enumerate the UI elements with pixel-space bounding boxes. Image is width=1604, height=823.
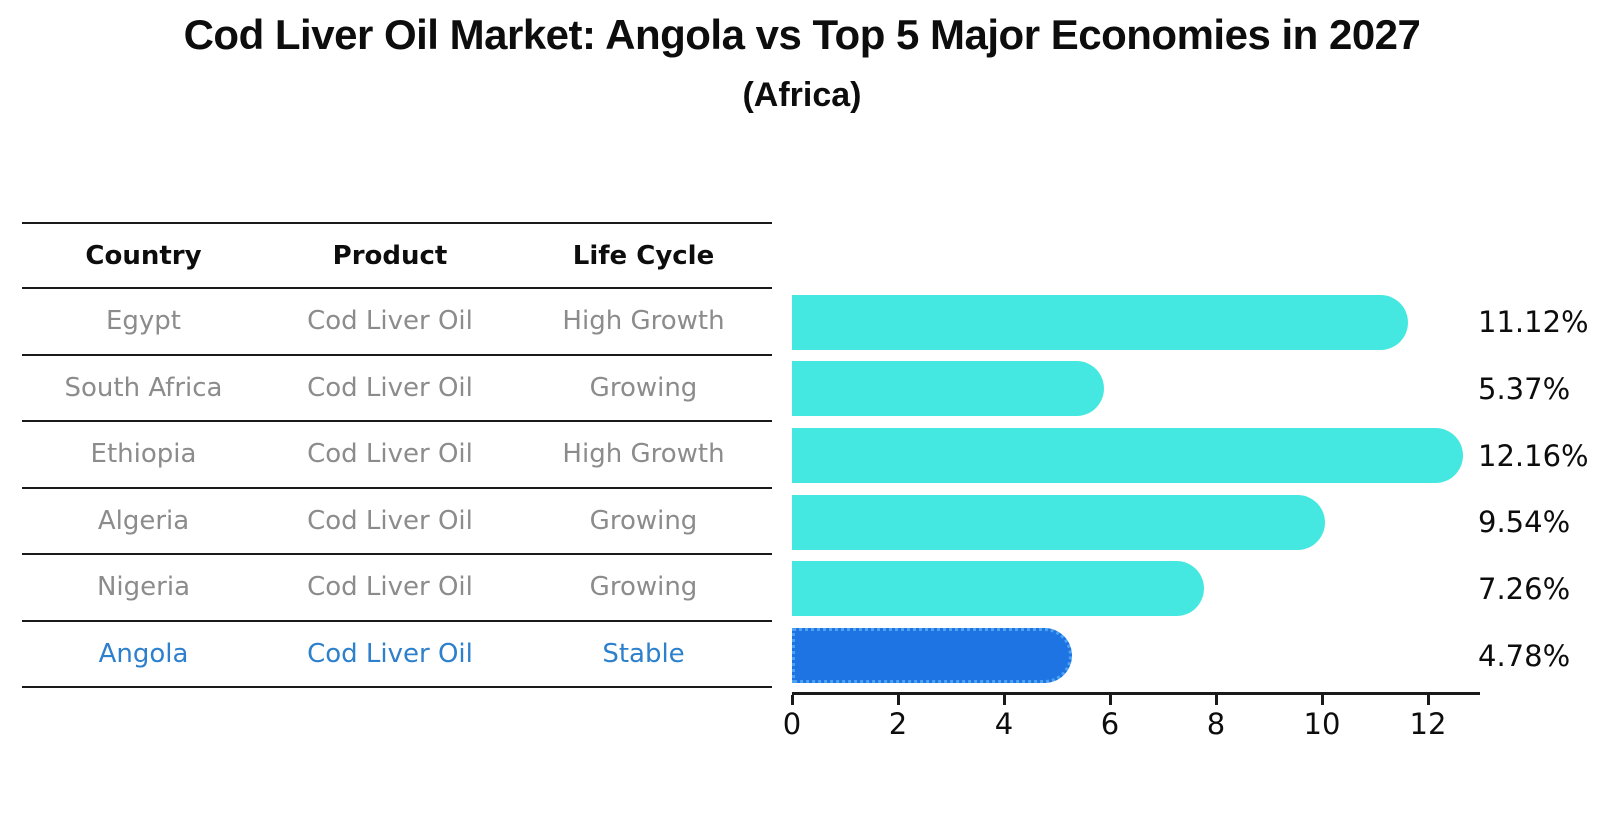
value-label-nigeria: 7.26%	[1478, 571, 1571, 606]
tick-label: 8	[1206, 707, 1226, 741]
bar-algeria	[792, 494, 1325, 550]
tick-label: 0	[782, 707, 802, 741]
bar-row	[792, 622, 1480, 689]
tick-mark	[1108, 695, 1112, 705]
table-row-angola-highlighted: Angola Cod Liver Oil Stable	[22, 622, 772, 688]
life-cycle-cell: High Growth	[562, 439, 725, 470]
bar-ethiopia	[792, 428, 1464, 484]
value-label-column: 11.12% 5.37% 12.16% 9.54% 7.26% 4.78%	[1478, 289, 1602, 689]
bar-row	[792, 356, 1480, 423]
bar-egypt	[792, 294, 1409, 350]
country-cell: Nigeria	[96, 572, 191, 603]
column-header-product: Product	[332, 240, 448, 271]
x-axis-line	[792, 692, 1480, 695]
tick-mark	[1214, 695, 1218, 705]
value-label-angola: 4.78%	[1478, 638, 1571, 673]
table-row: South Africa Cod Liver Oil Growing	[22, 356, 772, 422]
tick-mark	[1426, 695, 1430, 705]
chart-subtitle: (Africa)	[742, 76, 862, 114]
bar-row	[792, 422, 1480, 489]
tick-mark	[790, 695, 794, 705]
value-label-algeria: 9.54%	[1478, 505, 1571, 540]
value-label-egypt: 11.12%	[1478, 305, 1589, 340]
life-cycle-cell: High Growth	[562, 306, 725, 337]
table-row: Algeria Cod Liver Oil Growing	[22, 489, 772, 555]
table-header-row: Country Product Life Cycle	[22, 224, 772, 289]
table-row: Ethiopia Cod Liver Oil High Growth	[22, 422, 772, 489]
product-cell: Cod Liver Oil	[307, 306, 473, 337]
bar-row	[792, 289, 1480, 356]
value-label-south-africa: 5.37%	[1478, 371, 1571, 406]
value-label-ethiopia: 12.16%	[1478, 438, 1589, 473]
life-cycle-cell: Stable	[602, 638, 685, 669]
life-cycle-cell: Growing	[589, 572, 698, 603]
country-cell: Ethiopia	[90, 439, 197, 470]
bar-nigeria	[792, 561, 1204, 617]
tick-mark	[1002, 695, 1006, 705]
product-cell: Cod Liver Oil	[307, 439, 473, 470]
bar-row	[792, 556, 1480, 623]
bar-row	[792, 489, 1480, 556]
bar-plot-area	[792, 289, 1480, 689]
product-cell: Cod Liver Oil	[307, 572, 473, 603]
tick-mark	[896, 695, 900, 705]
tick-label: 4	[994, 707, 1014, 741]
table-row: Egypt Cod Liver Oil High Growth	[22, 289, 772, 356]
bar-south-africa	[792, 361, 1104, 417]
life-cycle-cell: Growing	[589, 372, 698, 403]
product-cell: Cod Liver Oil	[307, 505, 473, 536]
tick-label: 2	[888, 707, 908, 741]
column-header-life-cycle: Life Cycle	[572, 240, 715, 271]
country-cell: Egypt	[105, 306, 182, 337]
life-cycle-cell: Growing	[589, 505, 698, 536]
chart-title: Cod Liver Oil Market: Angola vs Top 5 Ma…	[183, 11, 1421, 58]
tick-label: 6	[1100, 707, 1120, 741]
bar-angola-highlighted	[792, 628, 1073, 684]
product-cell: Cod Liver Oil	[307, 372, 473, 403]
tick-mark	[1320, 695, 1324, 705]
tick-label: 12	[1409, 707, 1447, 741]
country-cell: South Africa	[64, 372, 223, 403]
x-axis-ticks: 0 2 4 6 8 10 12	[783, 695, 1480, 755]
country-cell: Algeria	[97, 505, 190, 536]
table-row: Nigeria Cod Liver Oil Growing	[22, 555, 772, 622]
country-cell: Angola	[98, 638, 189, 669]
product-cell: Cod Liver Oil	[307, 638, 473, 669]
country-table: Country Product Life Cycle Egypt Cod Liv…	[22, 222, 772, 688]
column-header-country: Country	[85, 240, 202, 271]
tick-label: 10	[1303, 707, 1341, 741]
